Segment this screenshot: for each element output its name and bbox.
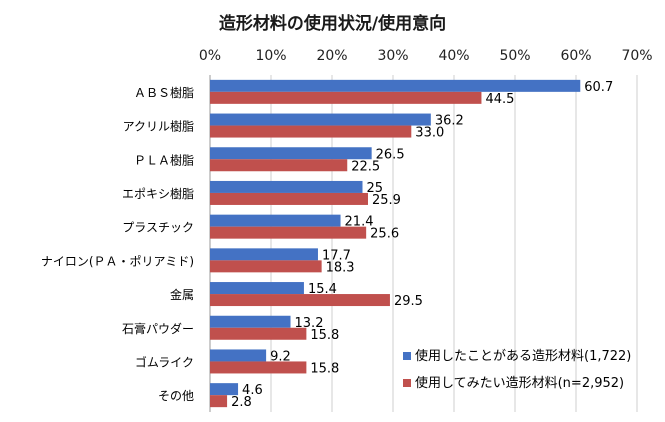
x-tick-label: 60% [560,48,591,64]
category-label: 石膏パウダー [122,321,194,336]
bar-want [210,361,307,374]
x-tick-label: 0% [199,48,221,64]
legend: 使用したことがある造形材料(1,722) 使用してみたい造形材料(n=2,952) [403,348,631,391]
bar-want [210,192,368,205]
data-label-want: 25.9 [372,193,401,208]
data-label-used: 13.2 [295,316,324,331]
bar-used [210,214,341,227]
bar-want [210,91,482,104]
bar-want [210,327,307,340]
category-label: ＡＢＳ樹脂 [134,85,194,100]
data-label-want: 2.8 [231,395,252,410]
data-label-used: 17.7 [322,248,351,263]
data-label-used: 36.2 [435,114,464,129]
x-tick-label: 70% [621,48,652,64]
data-label-want: 25.6 [370,227,399,242]
data-label-want: 44.5 [485,92,514,107]
x-tick-label: 10% [255,48,286,64]
data-label-want: 15.8 [310,361,339,376]
legend-swatch-want [403,379,411,387]
bar-used [210,282,304,295]
data-label-want: 33.0 [415,126,444,141]
legend-label-want: 使用してみたい造形材料(n=2,952) [415,375,624,391]
bar-used [210,248,318,261]
legend-label-used: 使用したことがある造形材料(1,722) [415,348,631,364]
bar-want [210,395,228,408]
bar-want [210,260,322,273]
data-label-used: 26.5 [376,147,405,162]
bar-used [210,113,431,126]
x-tick-label: 30% [377,48,408,64]
category-label: ゴムライク [135,354,194,369]
data-label-want: 22.5 [351,159,380,174]
x-tick-label: 50% [499,48,530,64]
data-label-want: 29.5 [394,294,423,309]
data-label-want: 15.8 [310,328,339,343]
legend-swatch-used [403,352,411,360]
bar-used [210,315,291,328]
data-label-used: 9.2 [270,349,291,364]
bar-used [210,383,239,396]
category-label: ＰＬＡ樹脂 [134,152,194,167]
category-label: 金属 [170,287,194,302]
category-label: ナイロン(ＰＡ・ポリアミド) [41,254,194,268]
data-label-used: 25 [367,181,384,196]
category-label: プラスチック [122,221,194,235]
bar-want [210,125,412,138]
category-label: その他 [158,389,194,403]
category-label: エポキシ樹脂 [122,186,194,201]
data-label-used: 60.7 [584,80,613,95]
bar-want [210,226,367,239]
x-tick-label: 40% [438,48,469,64]
bar-used [210,147,372,160]
bar-want [210,159,348,172]
x-tick-label: 20% [316,48,347,64]
x-tick-labels: 0% 10% 20% 30% 40% 50% 60% 70% [199,48,653,64]
data-label-used: 15.4 [308,282,337,297]
bar-used [210,180,363,193]
bar-used [210,79,581,92]
chart-title: 造形材料の使用状況/使用意向 [218,14,447,34]
bar-used [210,349,267,362]
data-label-used: 4.6 [242,383,263,398]
data-label-used: 21.4 [345,215,374,230]
bars [210,79,581,408]
category-label: アクリル樹脂 [123,119,194,134]
data-label-want: 18.3 [326,260,355,275]
bar-want [210,294,390,307]
